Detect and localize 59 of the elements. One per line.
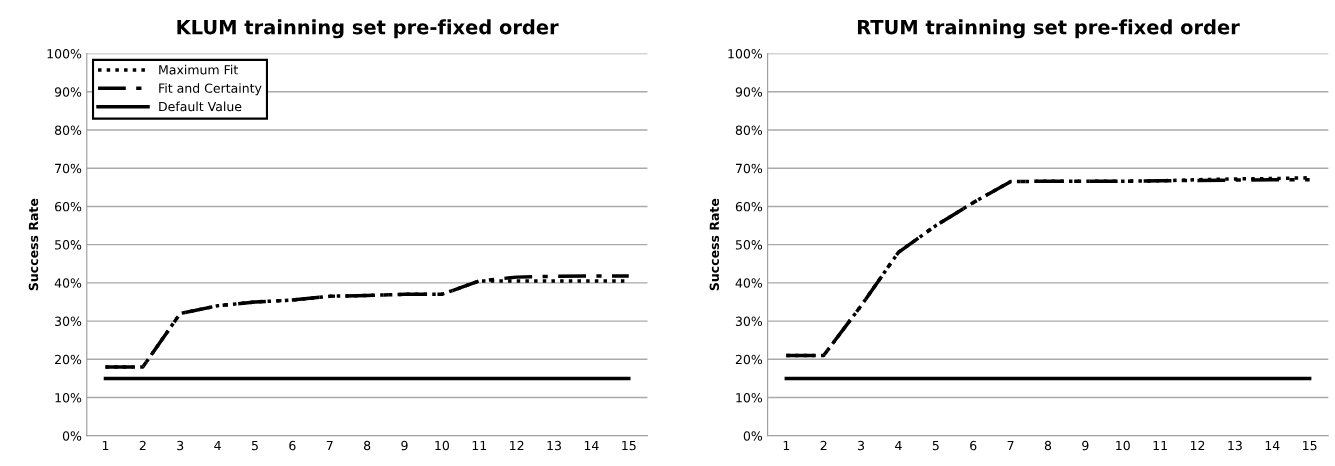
y-tick-label: 0% [62, 431, 82, 441]
x-tick-label: 10 [435, 440, 450, 451]
y-tick-label: 20% [55, 354, 82, 365]
x-tick-label: 7 [326, 440, 333, 451]
x-tick-label: 15 [622, 440, 636, 451]
x-tick-label: 3 [177, 440, 184, 451]
y-tick-label: 70% [55, 163, 82, 174]
y-tick-label: 0% [743, 431, 763, 441]
y-tick-label: 80% [735, 125, 763, 135]
x-tick-label: 6 [970, 440, 977, 451]
x-tick-label: 14 [584, 440, 599, 451]
x-tick-label: 2 [820, 440, 827, 451]
x-tick-label: 1 [783, 440, 790, 451]
y-axis-title: Success Rate [28, 198, 39, 291]
chart-title: RTUM trainning set pre-fixed order [857, 19, 1240, 39]
y-tick-label: 10% [55, 392, 82, 403]
legend-label: Fit and Certainty [159, 83, 262, 96]
x-tick-label: 11 [1153, 440, 1167, 451]
y-tick-label: 50% [55, 240, 82, 250]
x-tick-label: 9 [1082, 440, 1089, 451]
y-tick-label: 60% [735, 201, 763, 212]
x-tick-label: 8 [1044, 440, 1052, 451]
y-tick-label: 80% [54, 125, 82, 135]
x-tick-label: 13 [1228, 440, 1242, 451]
y-tick-label: 100% [728, 49, 763, 59]
x-tick-label: 12 [1190, 440, 1205, 451]
x-tick-label: 12 [510, 440, 524, 451]
x-tick-label: 9 [401, 440, 408, 451]
x-tick-label: 7 [1007, 440, 1014, 451]
x-tick-label: 4 [214, 440, 221, 451]
y-axis-title: Success Rate [709, 198, 720, 291]
y-tick-label: 70% [736, 163, 763, 174]
y-tick-label: 40% [54, 278, 82, 288]
x-tick-label: 2 [139, 440, 146, 451]
x-tick-label: 15 [1303, 440, 1317, 451]
legend-label: Default Value [159, 101, 242, 112]
x-tick-label: 4 [895, 440, 902, 451]
x-tick-label: 14 [1265, 440, 1280, 451]
x-tick-label: 10 [1116, 440, 1130, 451]
y-tick-label: 90% [54, 87, 82, 97]
x-tick-label: 11 [472, 440, 487, 451]
y-tick-label: 90% [735, 87, 763, 97]
y-tick-label: 60% [55, 201, 82, 212]
x-tick-label: 8 [364, 440, 371, 451]
x-tick-label: 1 [102, 440, 109, 451]
chart-title: KLUM trainning set pre-fixed order [177, 19, 559, 39]
y-tick-label: 50% [735, 240, 763, 250]
y-tick-label: 30% [55, 316, 82, 326]
y-tick-label: 20% [735, 354, 763, 365]
x-tick-label: 6 [289, 440, 296, 451]
legend-label: Maximum Fit [159, 64, 238, 75]
y-tick-label: 30% [735, 316, 763, 326]
x-tick-label: 5 [251, 440, 258, 451]
y-tick-label: 10% [736, 392, 763, 403]
y-tick-label: 40% [735, 278, 763, 288]
x-tick-label: 3 [858, 440, 865, 451]
y-tick-label: 100% [47, 49, 82, 59]
x-tick-label: 5 [932, 440, 939, 451]
x-tick-label: 13 [547, 440, 561, 451]
